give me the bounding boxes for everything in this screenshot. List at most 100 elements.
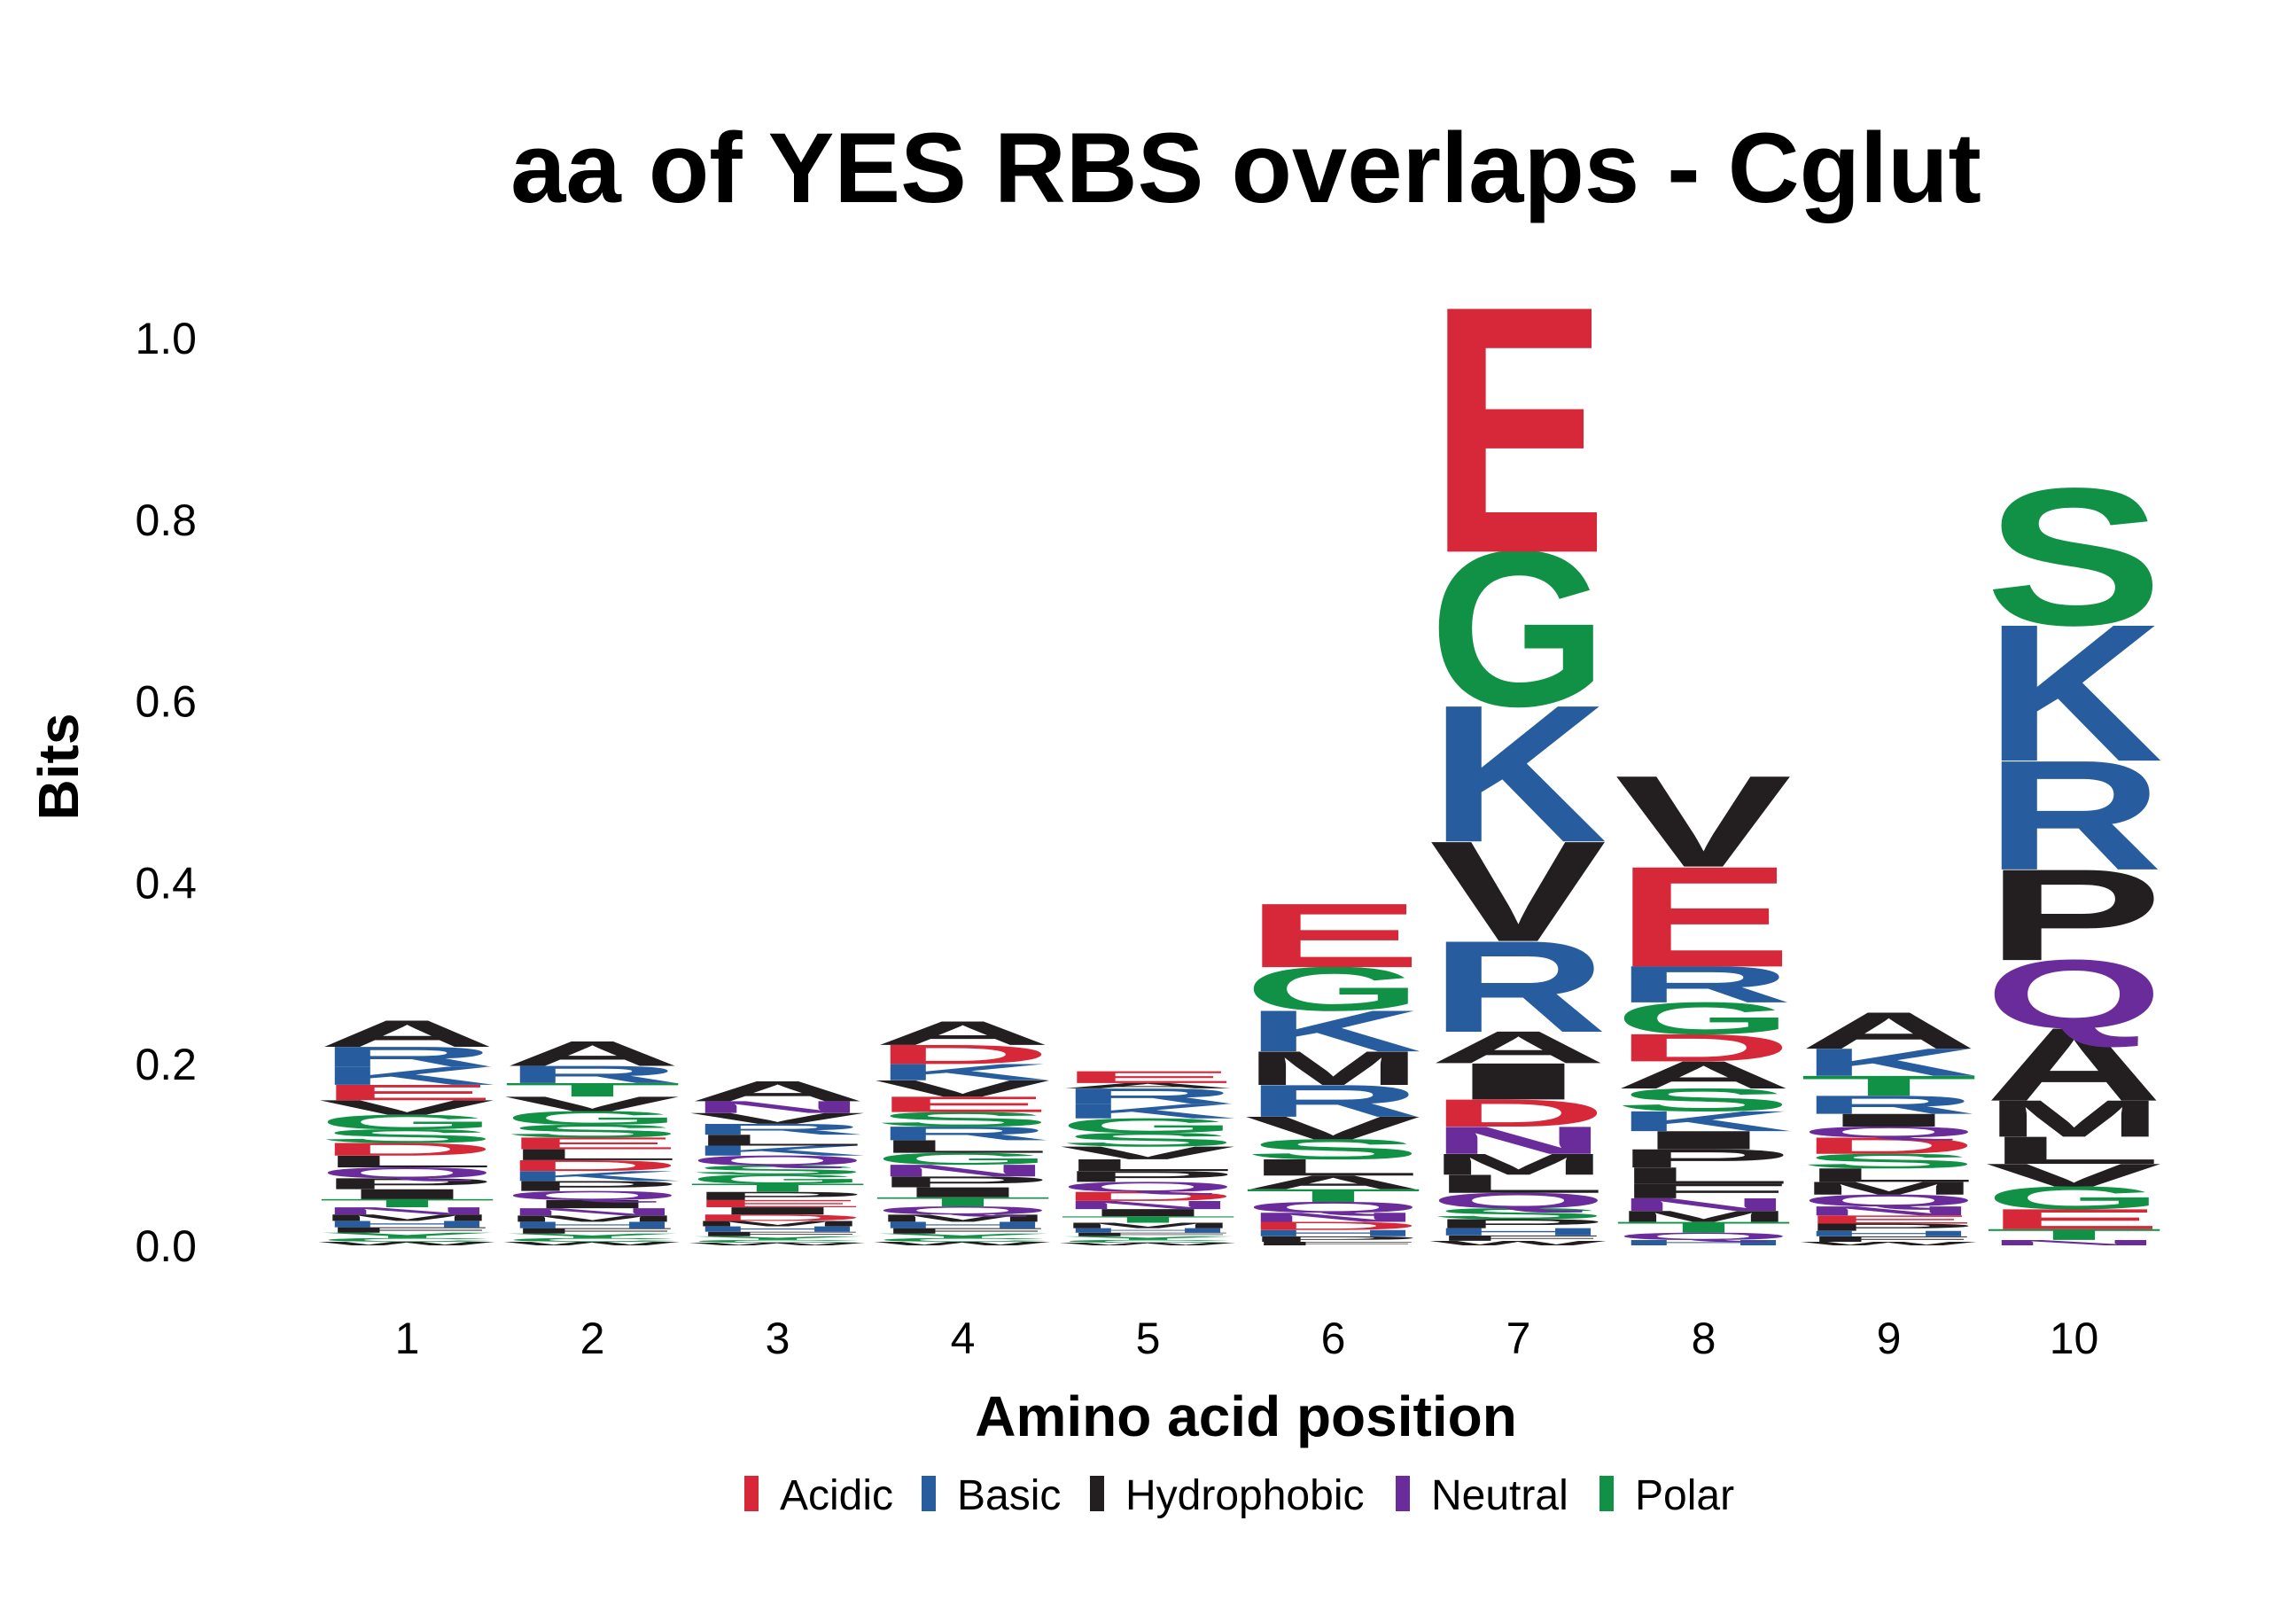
legend: Acidic Basic Hydrophobic Neutral Polar bbox=[744, 1472, 1734, 1519]
x-axis-title: Amino acid position bbox=[975, 1384, 1517, 1448]
x-tick-label: 6 bbox=[1321, 1314, 1346, 1363]
logo-letter: P bbox=[318, 1175, 496, 1193]
logo-letter: G bbox=[318, 1111, 496, 1134]
logo-letter: T bbox=[1615, 1219, 1793, 1236]
logo-letter: L bbox=[503, 1146, 681, 1164]
logo-letter: N bbox=[689, 1097, 867, 1116]
logo-letter: R bbox=[689, 1120, 867, 1138]
y-tick-label: 0.6 bbox=[135, 677, 197, 727]
logo-letter: W bbox=[503, 1241, 680, 1247]
logo-letter: S bbox=[1244, 1134, 1422, 1166]
legend-item-hydrophobic: Hydrophobic bbox=[1090, 1472, 1364, 1519]
logo-letter: F bbox=[1800, 1235, 1978, 1244]
logo-letter: Q bbox=[1059, 1179, 1237, 1195]
logo-letter: P bbox=[1059, 1167, 1237, 1185]
legend-item-acidic: Acidic bbox=[744, 1472, 893, 1519]
logo-letter: R bbox=[874, 1122, 1052, 1144]
logo-letter: K bbox=[1244, 998, 1422, 1064]
logo-letter: T bbox=[1059, 1214, 1237, 1225]
legend-label: Neutral bbox=[1431, 1472, 1568, 1519]
logo-letter: E bbox=[1800, 1213, 1978, 1227]
logo-letter: P bbox=[874, 1174, 1052, 1191]
logo-letter: S bbox=[689, 1163, 867, 1177]
logo-letter: A bbox=[1059, 1081, 1237, 1090]
logo-letter: Y bbox=[503, 1232, 681, 1239]
logo-letter: K bbox=[1059, 1099, 1237, 1122]
logo-letter: R bbox=[1985, 728, 2163, 903]
logo-letter: W bbox=[1800, 1241, 1976, 1247]
logo-letter: E bbox=[1244, 884, 1422, 987]
logo-letter: E bbox=[1615, 837, 1793, 997]
logo-letter: M bbox=[1244, 1041, 1422, 1096]
logo-letter: N bbox=[1059, 1198, 1237, 1212]
logo-letter: R bbox=[318, 1041, 496, 1072]
logo-letter: L bbox=[1985, 1128, 2163, 1172]
logo-stacks: WCYFHMNTIPQLDSGVEKRAWCYFHMNIQPKDLESGVTRA… bbox=[318, 232, 2163, 1247]
logo-letter: C bbox=[318, 1237, 496, 1244]
logo-letter: A bbox=[1429, 1022, 1607, 1073]
logo-letter: F bbox=[1059, 1231, 1237, 1237]
logo-letter: T bbox=[503, 1079, 681, 1101]
y-tick-label: 0.0 bbox=[135, 1221, 197, 1271]
logo-letter: Y bbox=[689, 1236, 867, 1242]
logo-letter: N bbox=[318, 1205, 496, 1217]
logo-letter: S bbox=[1059, 1129, 1237, 1151]
legend-label: Basic bbox=[957, 1472, 1061, 1519]
logo-letter: M bbox=[874, 1213, 1052, 1224]
logo-letter: M bbox=[1800, 1178, 1978, 1198]
logo-letter: L bbox=[1800, 1164, 1978, 1186]
logo-letter: G bbox=[1429, 504, 1607, 753]
logo-letter: D bbox=[318, 1139, 496, 1159]
logo-letter: L bbox=[318, 1152, 496, 1171]
logo-letter: E bbox=[1985, 1203, 2163, 1235]
logo-letter: D bbox=[1429, 1091, 1607, 1135]
logo-letter: V bbox=[1244, 1110, 1421, 1146]
logo-letter: I bbox=[1059, 1207, 1237, 1219]
logo-letter: K bbox=[1615, 1105, 1793, 1137]
logo-letter: M bbox=[503, 1213, 681, 1224]
logo-letter: V bbox=[689, 1110, 866, 1127]
logo-letter: S bbox=[1615, 1081, 1793, 1118]
logo-letter: G bbox=[503, 1107, 681, 1129]
legend-swatch bbox=[1396, 1476, 1410, 1511]
logo-letter: L bbox=[689, 1131, 867, 1149]
logo-letter: K bbox=[1429, 665, 1607, 884]
x-axis: 1 2 3 4 5 6 7 8 9 10 bbox=[395, 1314, 2099, 1363]
logo-letter: K bbox=[503, 1168, 681, 1184]
logo-letter: R bbox=[503, 1060, 681, 1088]
logo-letter: I bbox=[1800, 1110, 1978, 1130]
logo-letter: N bbox=[1800, 1204, 1978, 1218]
logo-letter: P bbox=[1615, 1144, 1793, 1174]
x-tick-label: 7 bbox=[1506, 1314, 1531, 1363]
y-tick-label: 0.2 bbox=[135, 1040, 197, 1089]
logo-letter: V bbox=[1985, 1157, 2162, 1193]
x-tick-label: 3 bbox=[766, 1314, 790, 1363]
chart-title: aa of YES RBS overlaps - Cglut bbox=[510, 113, 1981, 223]
logo-letter: G bbox=[1244, 954, 1422, 1024]
logo-letter: I bbox=[1429, 1052, 1607, 1111]
x-tick-label: 10 bbox=[2050, 1314, 2099, 1363]
logo-letter: E bbox=[689, 1197, 867, 1209]
logo-letter: N bbox=[503, 1206, 681, 1218]
logo-letter: A bbox=[318, 1012, 496, 1055]
logo-letter: I bbox=[1615, 1126, 1793, 1155]
logo-letter: R bbox=[1429, 914, 1607, 1059]
x-tick-label: 8 bbox=[1692, 1314, 1716, 1363]
logo-letter: N bbox=[1429, 1119, 1607, 1162]
legend-label: Hydrophobic bbox=[1125, 1472, 1364, 1519]
x-tick-label: 9 bbox=[1877, 1314, 1902, 1363]
logo-letter: T bbox=[1244, 1185, 1422, 1205]
logo-letter: E bbox=[1059, 1068, 1237, 1087]
logo-letter: D bbox=[1615, 1026, 1793, 1070]
logo-letter: Q bbox=[1800, 1123, 1978, 1141]
y-tick-label: 0.8 bbox=[135, 495, 197, 545]
logo-letter: R bbox=[1059, 1084, 1237, 1109]
y-axis: 0.0 0.2 0.4 0.6 0.8 1.0 bbox=[135, 314, 197, 1271]
logo-letter: A bbox=[1985, 1007, 2163, 1124]
logo-letter: P bbox=[1985, 843, 2163, 988]
logo-letter: M bbox=[1059, 1221, 1237, 1230]
